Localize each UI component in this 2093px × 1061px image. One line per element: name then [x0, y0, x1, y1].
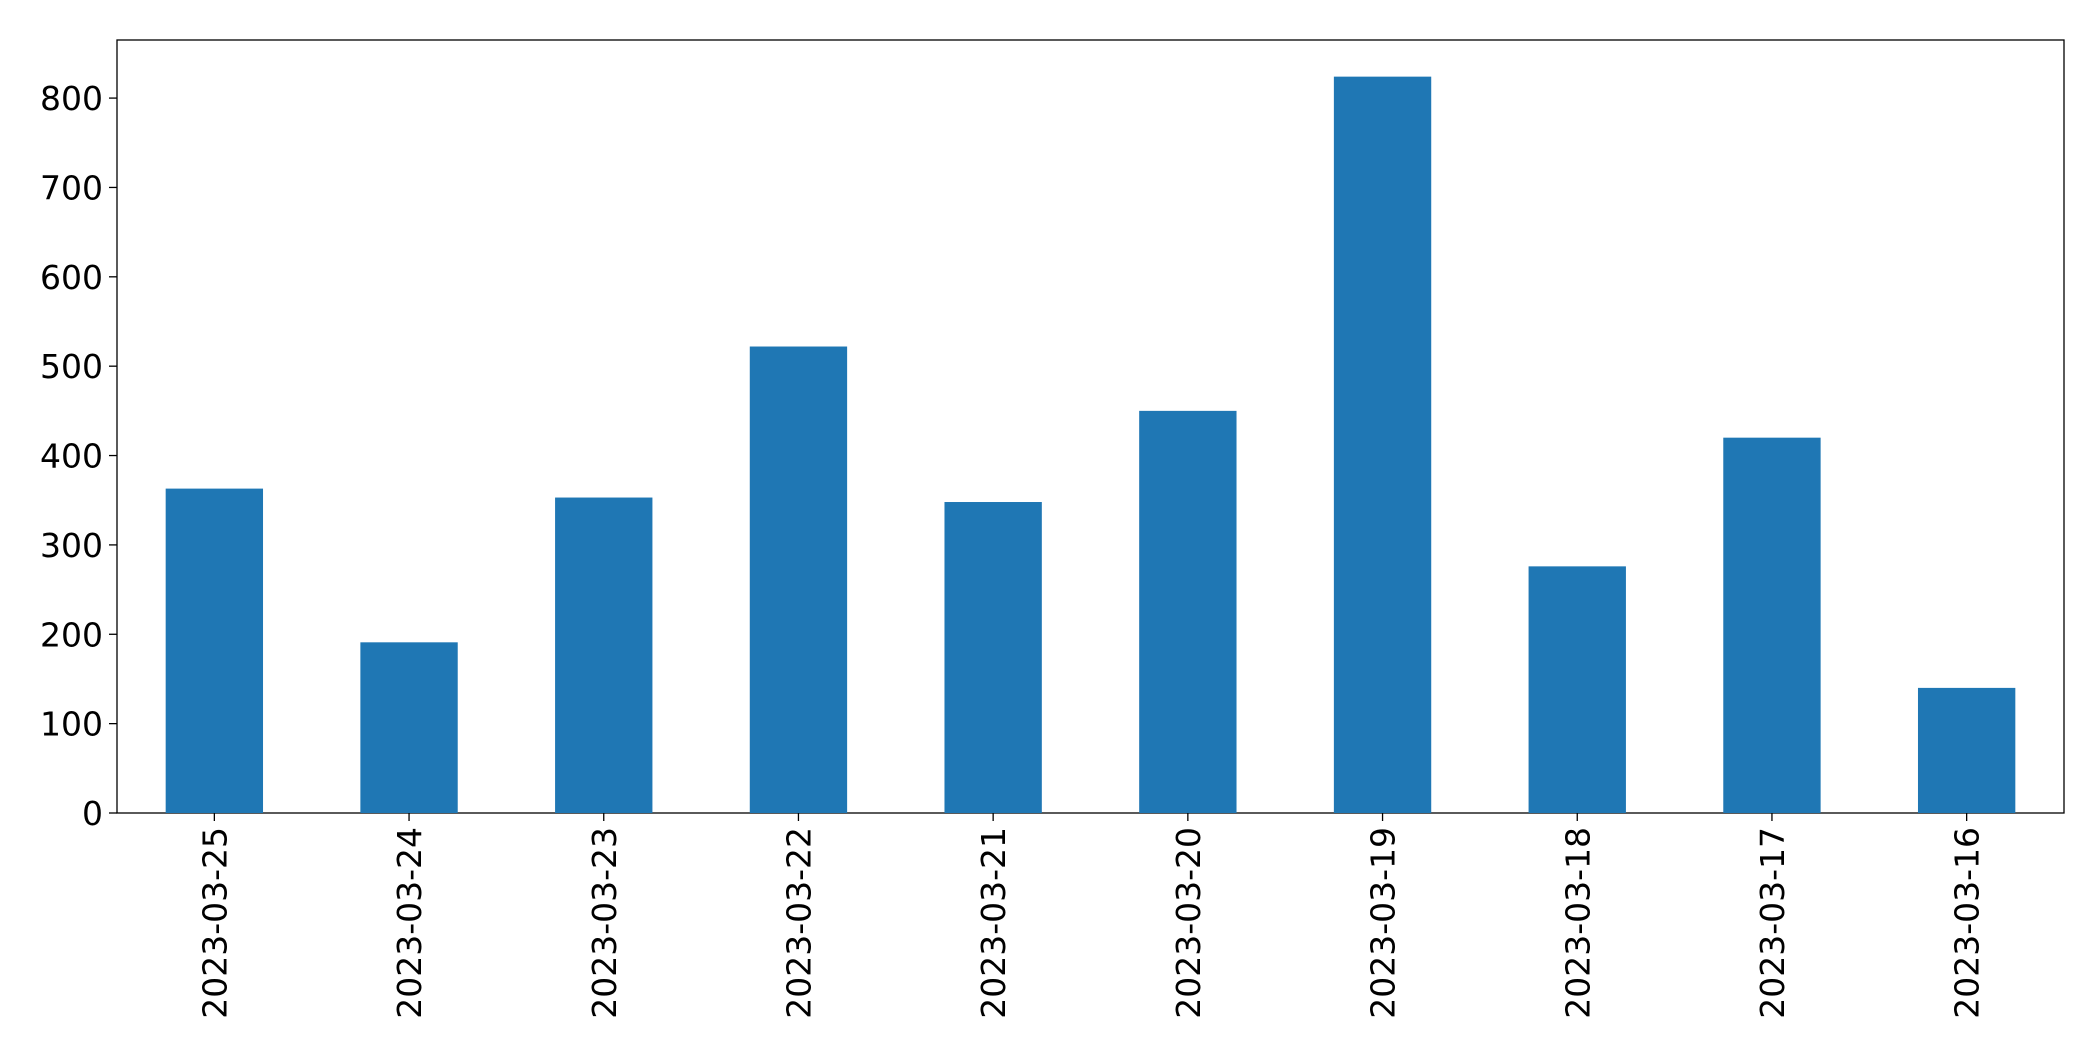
y-tick-label: 400	[40, 437, 103, 476]
x-tick-label: 2023-03-24	[390, 827, 429, 1019]
bar	[1139, 410, 1237, 813]
x-tick-label: 2023-03-20	[1169, 827, 1208, 1019]
x-tick-label: 2023-03-21	[974, 827, 1013, 1019]
x-tick-label: 2023-03-22	[779, 827, 818, 1019]
bar	[749, 346, 848, 813]
bar	[165, 488, 264, 813]
bar	[944, 502, 1042, 813]
x-tick-label: 2023-03-19	[1364, 827, 1403, 1019]
y-tick-label: 800	[40, 79, 103, 118]
y-tick-label: 300	[40, 526, 103, 565]
bar	[555, 497, 653, 813]
x-tick-label: 2023-03-17	[1753, 827, 1792, 1019]
y-tick-label: 0	[82, 794, 103, 833]
bar	[1917, 687, 2016, 813]
y-tick-label: 500	[40, 347, 103, 386]
bar	[1333, 76, 1432, 814]
x-tick-label: 2023-03-23	[585, 827, 624, 1019]
bar	[1528, 566, 1626, 813]
y-tick-label: 600	[40, 258, 103, 297]
x-tick-label: 2023-03-25	[195, 827, 234, 1019]
y-tick-label: 100	[40, 705, 103, 744]
bar	[360, 642, 458, 813]
x-tick-label: 2023-03-18	[1558, 827, 1597, 1019]
plot-frame	[116, 39, 2065, 814]
y-tick-label: 700	[40, 168, 103, 207]
bar	[1723, 437, 1821, 813]
x-tick-label: 2023-03-16	[1948, 827, 1987, 1019]
y-tick-label: 200	[40, 615, 103, 654]
